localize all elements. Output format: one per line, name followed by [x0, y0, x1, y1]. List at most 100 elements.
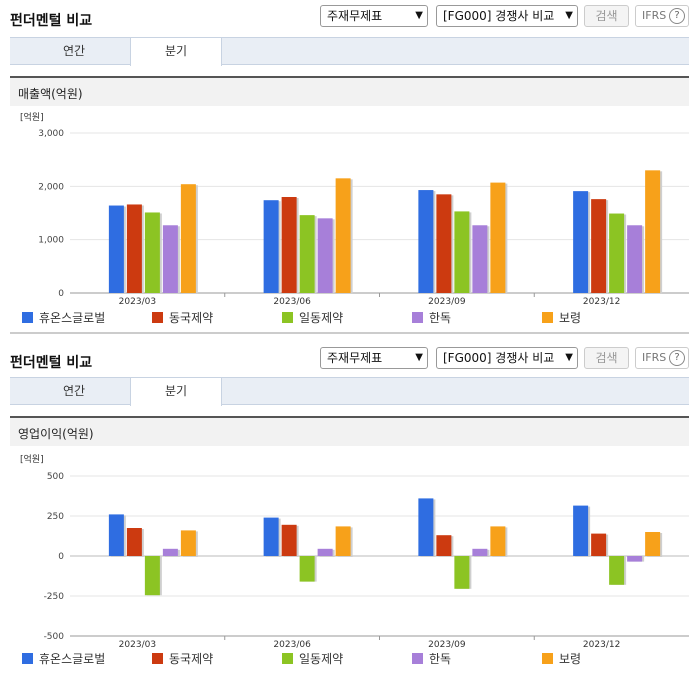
- legend-swatch: [152, 653, 163, 664]
- bar-series-0[interactable]: [108, 514, 124, 556]
- bar-series-2[interactable]: [299, 556, 315, 582]
- x-tick-label: 2023/12: [583, 640, 620, 648]
- peer-select[interactable]: [FG000] 경쟁사 비교 ▼: [436, 347, 578, 369]
- statement-select[interactable]: 주재무제표 ▼: [320, 347, 428, 369]
- chevron-down-icon: ▼: [415, 10, 423, 21]
- unit-label: [억원]: [20, 453, 44, 465]
- tab-quarterly[interactable]: 분기: [130, 38, 222, 66]
- y-tick-label: -500: [44, 632, 65, 642]
- legend-item[interactable]: 일동제약: [282, 310, 343, 326]
- x-tick-label: 2023/03: [119, 640, 156, 648]
- legend-item[interactable]: 동국제약: [152, 310, 213, 326]
- legend-label: 동국제약: [169, 652, 214, 666]
- statement-select[interactable]: 주재무제표 ▼: [320, 5, 428, 27]
- legend-label: 한독: [429, 652, 452, 666]
- legend-label: 보령: [559, 652, 582, 666]
- bar-series-1[interactable]: [436, 194, 452, 293]
- bar-series-3[interactable]: [317, 218, 333, 293]
- bar-series-4[interactable]: [490, 526, 506, 556]
- help-icon: ?: [669, 350, 685, 366]
- bar-series-3[interactable]: [472, 225, 488, 293]
- bar-series-0[interactable]: [263, 517, 279, 556]
- bar-series-0[interactable]: [418, 498, 434, 556]
- search-button[interactable]: 검색: [584, 347, 629, 369]
- panel-revenue: 펀더멘털 비교 주재무제표 ▼ [FG000] 경쟁사 비교 ▼ 검색 IFRS? …: [0, 0, 696, 334]
- bar-series-2[interactable]: [454, 211, 470, 293]
- bar-series-0[interactable]: [573, 191, 589, 293]
- panel-title: 펀더멘털 비교: [10, 355, 93, 371]
- y-tick-label: 2,000: [38, 182, 64, 192]
- legend-item[interactable]: 보령: [542, 310, 581, 326]
- bar-series-0[interactable]: [108, 205, 124, 293]
- help-icon: ?: [669, 8, 685, 24]
- chevron-down-icon: ▼: [565, 352, 573, 363]
- chart-subtitle-bar: 매출액(억원): [10, 76, 689, 106]
- bar-series-4[interactable]: [335, 526, 351, 556]
- bar-series-1[interactable]: [126, 204, 142, 293]
- legend-swatch: [282, 653, 293, 664]
- tab-annual[interactable]: 연간: [62, 44, 86, 58]
- bar-series-3[interactable]: [627, 556, 643, 562]
- bar-series-1[interactable]: [126, 528, 142, 556]
- bar-series-2[interactable]: [144, 212, 160, 293]
- legend-label: 일동제약: [299, 311, 344, 325]
- legend-item[interactable]: 휴온스글로벌: [22, 651, 105, 667]
- x-tick-label: 2023/03: [119, 297, 156, 306]
- ifrs-help-button[interactable]: IFRS?: [635, 347, 689, 369]
- period-tabs: 연간 분기: [10, 377, 689, 406]
- y-tick-label: 0: [58, 552, 64, 562]
- bar-series-2[interactable]: [144, 556, 160, 596]
- bar-series-2[interactable]: [609, 213, 625, 293]
- legend-item[interactable]: 일동제약: [282, 651, 343, 667]
- chart-subtitle-bar: 영업이익(억원): [10, 416, 689, 446]
- x-tick-label: 2023/09: [428, 640, 466, 648]
- legend-item[interactable]: 한독: [412, 310, 451, 326]
- chart-area: [억원] -500 -250 0 250 500 2023/03 2023/06 2023/09…: [10, 450, 689, 650]
- peer-select[interactable]: [FG000] 경쟁사 비교 ▼: [436, 5, 578, 27]
- bar-series-1[interactable]: [281, 524, 297, 556]
- bar-series-0[interactable]: [573, 505, 589, 556]
- bar-series-1[interactable]: [281, 197, 297, 293]
- bar-series-1[interactable]: [591, 533, 607, 556]
- legend-swatch: [22, 653, 33, 664]
- bar-series-4[interactable]: [490, 182, 506, 293]
- bar-series-4[interactable]: [180, 530, 196, 556]
- bar-series-3[interactable]: [162, 548, 178, 556]
- legend-label: 한독: [429, 311, 452, 325]
- bar-series-2[interactable]: [609, 556, 625, 585]
- bar-series-4[interactable]: [335, 178, 351, 293]
- bar-series-4[interactable]: [645, 170, 661, 293]
- legend-swatch: [22, 312, 33, 323]
- bar-series-3[interactable]: [472, 548, 488, 556]
- legend-item[interactable]: 한독: [412, 651, 451, 667]
- legend-swatch: [412, 653, 423, 664]
- bar-series-3[interactable]: [627, 225, 643, 293]
- ifrs-help-button[interactable]: IFRS?: [635, 5, 689, 27]
- y-tick-label: 250: [47, 512, 64, 522]
- bar-series-2[interactable]: [299, 215, 315, 293]
- bar-series-1[interactable]: [436, 535, 452, 556]
- bar-series-3[interactable]: [317, 548, 333, 556]
- chevron-down-icon: ▼: [415, 352, 423, 363]
- chart-legend: 휴온스글로벌 동국제약 일동제약 한독 보령: [22, 651, 682, 667]
- bar-series-4[interactable]: [180, 184, 196, 293]
- legend-swatch: [542, 653, 553, 664]
- bar-series-0[interactable]: [263, 200, 279, 293]
- legend-label: 보령: [559, 311, 582, 325]
- search-button[interactable]: 검색: [584, 5, 629, 27]
- legend-item[interactable]: 휴온스글로벌: [22, 310, 105, 326]
- bar-series-4[interactable]: [645, 532, 661, 556]
- y-tick-label: 1,000: [38, 236, 64, 246]
- bar-series-1[interactable]: [591, 199, 607, 293]
- legend-item[interactable]: 보령: [542, 651, 581, 667]
- tab-quarterly[interactable]: 분기: [130, 378, 222, 406]
- legend-item[interactable]: 동국제약: [152, 651, 213, 667]
- y-tick-label: 0: [58, 289, 64, 299]
- legend-swatch: [412, 312, 423, 323]
- bar-series-0[interactable]: [418, 190, 434, 293]
- x-tick-label: 2023/06: [273, 640, 311, 648]
- bar-series-3[interactable]: [162, 225, 178, 293]
- bar-series-2[interactable]: [454, 556, 470, 589]
- tab-annual[interactable]: 연간: [62, 384, 86, 398]
- legend-swatch: [282, 312, 293, 323]
